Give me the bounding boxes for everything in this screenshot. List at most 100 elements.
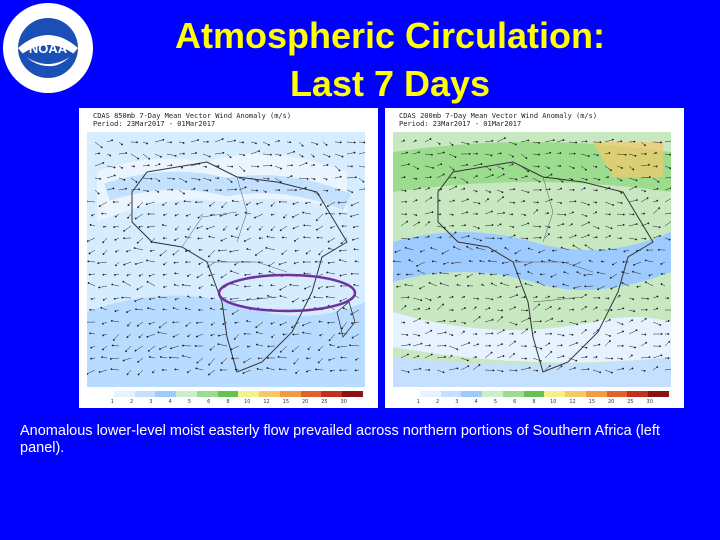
wind-vector-head	[474, 306, 477, 309]
wind-vector-head	[338, 259, 341, 261]
wind-vector	[436, 320, 445, 323]
wind-vector	[568, 357, 577, 361]
wind-vector-head	[126, 250, 129, 253]
wind-vector	[327, 201, 336, 207]
wind-vector	[484, 297, 493, 300]
wind-vector-head	[198, 287, 201, 290]
wind-vector-head	[559, 236, 562, 239]
wind-vector-head	[270, 228, 273, 231]
wind-vector-head	[515, 323, 518, 326]
wind-vector-head	[467, 284, 470, 287]
wind-vector-head	[243, 154, 246, 157]
wind-vector-head	[428, 307, 431, 310]
wind-vector-head	[99, 177, 102, 180]
wind-vector-head	[170, 347, 172, 350]
wind-vector	[484, 140, 493, 143]
wind-vector	[352, 321, 360, 324]
wind-vector-head	[513, 352, 516, 355]
wind-vector	[135, 297, 144, 302]
wind-vector-head	[503, 137, 506, 140]
wind-vector-head	[205, 165, 208, 168]
wind-vector-head	[618, 294, 621, 297]
wind-vector-head	[138, 274, 141, 277]
wind-vector-head	[362, 180, 365, 183]
wind-vector-head	[427, 235, 430, 238]
wind-vector-head	[355, 358, 358, 361]
wind-vector-head	[113, 297, 116, 300]
wind-vector	[460, 365, 469, 371]
wind-vector	[290, 284, 300, 287]
wind-vector-head	[632, 213, 635, 216]
wind-vector	[448, 368, 458, 371]
wind-vector-head	[113, 226, 116, 229]
wind-vector-head	[111, 139, 114, 142]
wind-vector-head	[270, 284, 273, 287]
wind-vector-head	[514, 252, 517, 255]
wind-vector-head	[325, 295, 328, 298]
wind-vector-head	[183, 200, 186, 203]
colorbar-label: 5	[493, 399, 498, 405]
wind-vector	[477, 247, 486, 251]
wind-vector	[286, 151, 295, 155]
wind-vector	[448, 320, 456, 323]
wind-vector-head	[327, 321, 330, 324]
wind-vector-head	[318, 253, 321, 256]
wind-vector-head	[454, 320, 456, 322]
wind-vector-head	[670, 187, 671, 190]
wind-vector	[496, 329, 504, 335]
wind-vector	[400, 344, 410, 347]
wind-vector-head	[256, 343, 258, 346]
wind-vector-head	[90, 298, 93, 300]
wind-vector-head	[194, 345, 197, 347]
wind-vector-head	[229, 250, 232, 253]
wind-vector-head	[282, 333, 285, 336]
wind-vector	[515, 249, 522, 254]
wind-vector-head	[102, 348, 104, 351]
wind-vector	[508, 353, 515, 359]
wind-vector	[424, 197, 432, 203]
wind-vector-head	[217, 334, 220, 337]
wind-vector-head	[293, 239, 296, 242]
wind-vector	[472, 237, 481, 241]
wind-vector	[412, 222, 420, 227]
wind-vector-head	[292, 333, 295, 336]
wind-vector-head	[121, 166, 123, 169]
wind-vector-head	[428, 221, 431, 224]
wind-vector	[416, 261, 426, 267]
wind-vector-head	[488, 344, 491, 347]
wind-vector-head	[631, 367, 634, 370]
wind-vector-head	[515, 259, 518, 262]
colorbar-label: 5	[187, 399, 192, 405]
wind-vector-head	[560, 187, 563, 190]
wind-vector-head	[350, 272, 353, 275]
wind-vector	[230, 297, 240, 300]
wind-vector	[298, 162, 307, 167]
wind-vector-head	[475, 152, 478, 155]
wind-vector-head	[281, 252, 284, 255]
wind-vector-head	[306, 370, 308, 373]
wind-vector-head	[552, 249, 555, 252]
wind-vector-head	[450, 354, 453, 357]
wind-vector	[293, 225, 300, 229]
wind-vector	[484, 211, 492, 215]
wind-vector-head	[210, 323, 213, 326]
colorbar-swatch	[134, 391, 156, 397]
wind-vector-head	[291, 326, 294, 329]
wind-vector-head	[172, 321, 175, 324]
wind-vector	[209, 201, 216, 206]
wind-vector	[304, 225, 312, 227]
wind-vector-head	[595, 165, 598, 168]
wind-vector-head	[217, 165, 220, 168]
wind-vector-head	[406, 353, 409, 356]
wind-vector-head	[417, 269, 420, 272]
wind-vector-head	[282, 236, 284, 239]
wind-vector-head	[349, 344, 352, 347]
wind-vector	[568, 342, 578, 347]
wind-vector-head	[525, 175, 528, 178]
wind-vector-head	[404, 305, 407, 308]
wind-vector	[291, 321, 300, 328]
wind-vector-head	[490, 210, 493, 213]
colorbar-label: 3	[455, 399, 459, 405]
wind-vector-head	[477, 343, 479, 346]
wind-vector-head	[172, 306, 175, 309]
